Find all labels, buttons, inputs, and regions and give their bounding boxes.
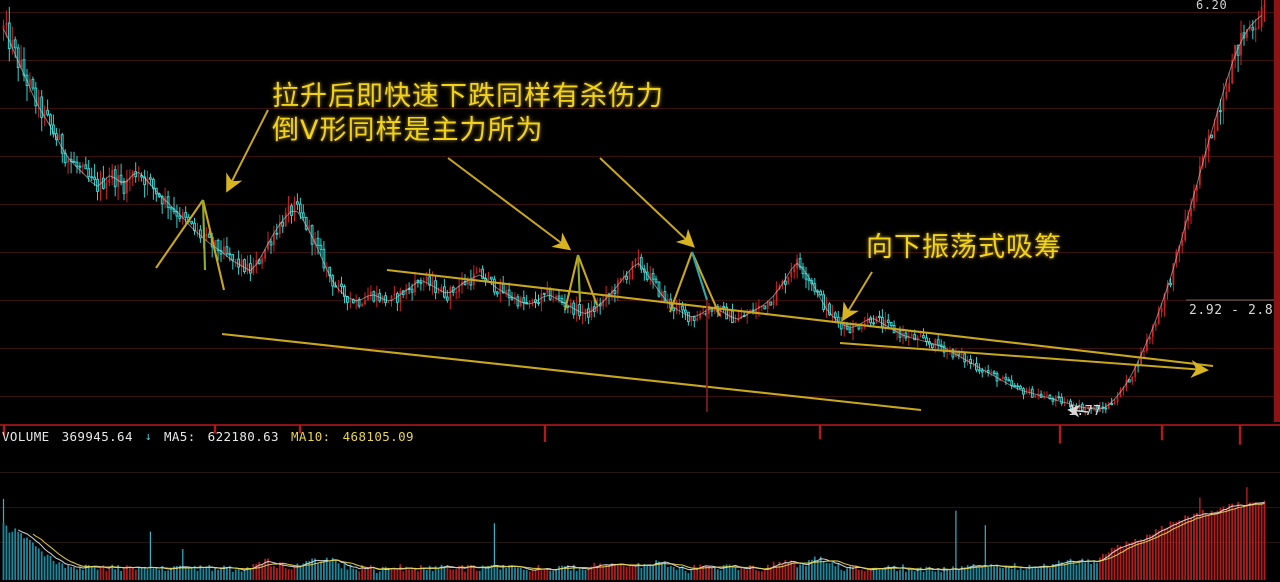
right-price-axis-strip xyxy=(1274,0,1280,422)
price-tag-low: 1.77 xyxy=(1068,404,1102,419)
indicator-gridline xyxy=(0,542,1280,543)
annotation-right: 向下振荡式吸筹 xyxy=(866,231,1062,265)
descending-channel xyxy=(221,268,1214,412)
volume-strip-bars xyxy=(0,424,1280,445)
arrow-to-low-price xyxy=(1067,404,1089,418)
arrow-to-peak-3 xyxy=(599,157,695,248)
inverted-v-2 xyxy=(563,254,598,311)
arrow-to-channel xyxy=(841,271,873,322)
volume-ma5-value: 622180.63 xyxy=(207,428,279,444)
indicator-gridline xyxy=(0,472,1280,473)
inverted-v-1 xyxy=(155,199,226,291)
gridline xyxy=(0,156,1280,157)
price-tag-top: 6.20 xyxy=(1196,0,1228,12)
volume-legend-title: VOLUME xyxy=(2,428,50,444)
volume-ma10-value: 468105.09 xyxy=(342,428,414,444)
annotation-left-line2: 倒V形同样是主力所为 xyxy=(272,115,544,146)
gridline xyxy=(0,108,1280,109)
channel-lower-line xyxy=(221,332,922,412)
price-tag-mid: 2.92 - 2.83 xyxy=(1189,303,1280,318)
inverted-v-3 xyxy=(669,251,721,412)
price-chart-panel[interactable] xyxy=(0,0,1280,422)
gridline xyxy=(0,60,1280,61)
volume-down-arrow-icon: ↓ xyxy=(144,429,152,443)
annotation-left: 拉升后即快速下跌同样有杀伤力 倒V形同样是主力所为 xyxy=(272,80,664,148)
volume-ma5-label: MA5: xyxy=(163,428,196,444)
gridline xyxy=(0,252,1280,253)
gridline xyxy=(0,204,1280,205)
indicator-gridline xyxy=(0,507,1280,508)
volume-bars-series xyxy=(2,487,1266,580)
accumulation-arrow xyxy=(839,342,1209,378)
volume-indicator-panel[interactable] xyxy=(0,450,1280,582)
annotation-right-line1: 向下振荡式吸筹 xyxy=(866,232,1062,263)
volume-legend: VOLUME 369945.64 ↓ MA5: 622180.63 MA10: … xyxy=(0,427,426,445)
arrow-to-peak-2 xyxy=(447,157,572,251)
volume-legend-value: 369945.64 xyxy=(61,428,133,444)
channel-upper-line xyxy=(386,268,1214,368)
gridline xyxy=(0,12,1280,13)
annotation-left-line1: 拉升后即快速下跌同样有杀伤力 xyxy=(272,81,664,112)
gridline xyxy=(0,300,1280,301)
arrow-to-peak-1 xyxy=(226,109,269,193)
volume-ma10-label: MA10: xyxy=(290,428,331,444)
gridline xyxy=(0,396,1280,397)
volume-separator-strip xyxy=(0,422,1280,450)
gridline xyxy=(0,348,1280,349)
